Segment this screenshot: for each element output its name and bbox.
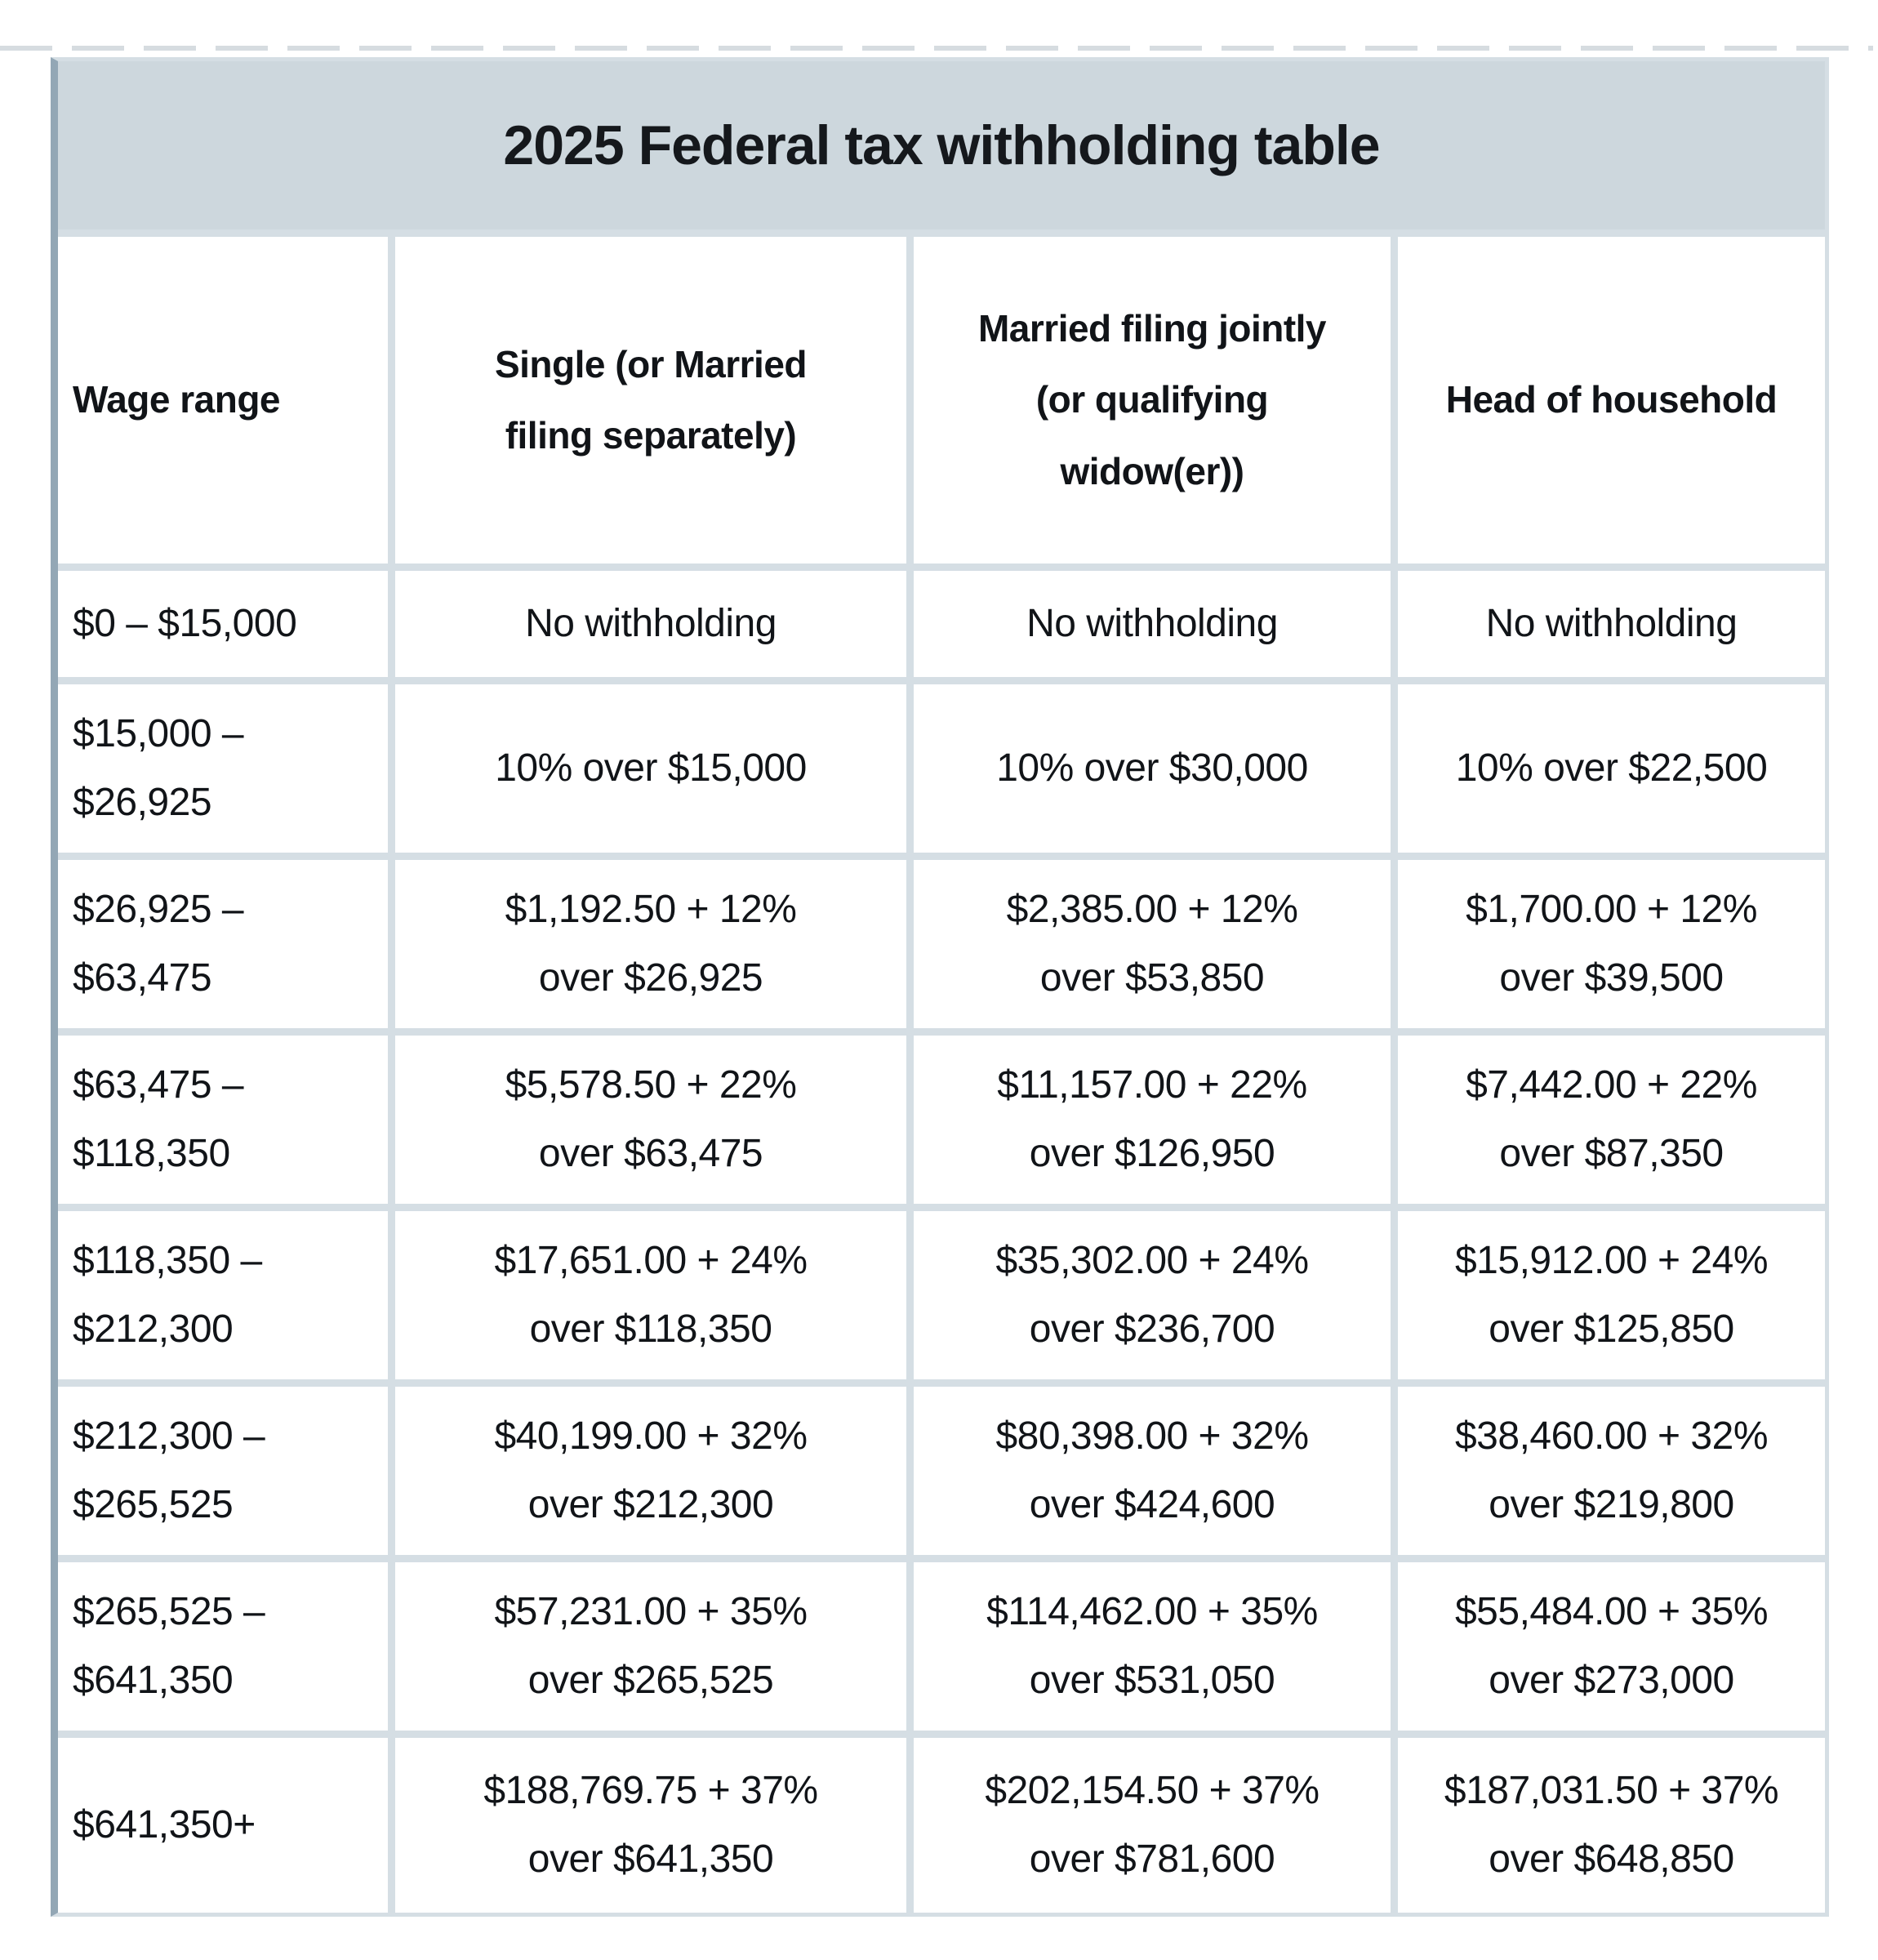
married-jointly-withholding-cell: $2,385.00 + 12% over $53,850 bbox=[914, 860, 1391, 1028]
tax-withholding-table: 2025 Federal tax withholding table Wage … bbox=[51, 57, 1829, 1917]
wage-range-cell: $265,525 – $641,350 bbox=[58, 1562, 388, 1731]
single-withholding-cell: $40,199.00 + 32% over $212,300 bbox=[395, 1387, 906, 1555]
table-title: 2025 Federal tax withholding table bbox=[503, 114, 1380, 176]
married-jointly-withholding-cell: $35,302.00 + 24% over $236,700 bbox=[914, 1211, 1391, 1379]
single-withholding-cell: $188,769.75 + 37% over $641,350 bbox=[395, 1738, 906, 1913]
wage-range-cell: $118,350 – $212,300 bbox=[58, 1211, 388, 1379]
head-of-household-withholding-cell: $15,912.00 + 24% over $125,850 bbox=[1398, 1211, 1825, 1379]
wage-range-cell: $641,350+ bbox=[58, 1738, 388, 1913]
wage-range-cell: $0 – $15,000 bbox=[58, 571, 388, 677]
table-title-band: 2025 Federal tax withholding table bbox=[58, 61, 1825, 229]
head-of-household-withholding-cell: No withholding bbox=[1398, 571, 1825, 677]
married-jointly-withholding-cell: $202,154.50 + 37% over $781,600 bbox=[914, 1738, 1391, 1913]
married-jointly-withholding-cell: 10% over $30,000 bbox=[914, 684, 1391, 853]
wage-range-cell: $63,475 – $118,350 bbox=[58, 1036, 388, 1204]
dashed-cut-line bbox=[0, 46, 1873, 51]
head-of-household-withholding-cell: 10% over $22,500 bbox=[1398, 684, 1825, 853]
wage-range-cell: $212,300 – $265,525 bbox=[58, 1387, 388, 1555]
head-of-household-withholding-cell: $1,700.00 + 12% over $39,500 bbox=[1398, 860, 1825, 1028]
married-jointly-withholding-cell: No withholding bbox=[914, 571, 1391, 677]
wage-range-cell: $15,000 – $26,925 bbox=[58, 684, 388, 853]
married-jointly-withholding-cell: $11,157.00 + 22% over $126,950 bbox=[914, 1036, 1391, 1204]
column-header-wage-range: Wage range bbox=[58, 237, 388, 564]
head-of-household-withholding-cell: $38,460.00 + 32% over $219,800 bbox=[1398, 1387, 1825, 1555]
column-header-married-jointly: Married filing jointly (or qualifying wi… bbox=[914, 237, 1391, 564]
head-of-household-withholding-cell: $55,484.00 + 35% over $273,000 bbox=[1398, 1562, 1825, 1731]
head-of-household-withholding-cell: $187,031.50 + 37% over $648,850 bbox=[1398, 1738, 1825, 1913]
wage-range-cell: $26,925 – $63,475 bbox=[58, 860, 388, 1028]
single-withholding-cell: $57,231.00 + 35% over $265,525 bbox=[395, 1562, 906, 1731]
single-withholding-cell: $1,192.50 + 12% over $26,925 bbox=[395, 860, 906, 1028]
column-header-head-of-household: Head of household bbox=[1398, 237, 1825, 564]
married-jointly-withholding-cell: $114,462.00 + 35% over $531,050 bbox=[914, 1562, 1391, 1731]
head-of-household-withholding-cell: $7,442.00 + 22% over $87,350 bbox=[1398, 1036, 1825, 1204]
single-withholding-cell: No withholding bbox=[395, 571, 906, 677]
single-withholding-cell: $5,578.50 + 22% over $63,475 bbox=[395, 1036, 906, 1204]
married-jointly-withholding-cell: $80,398.00 + 32% over $424,600 bbox=[914, 1387, 1391, 1555]
column-header-single: Single (or Married filing separately) bbox=[395, 237, 906, 564]
single-withholding-cell: 10% over $15,000 bbox=[395, 684, 906, 853]
single-withholding-cell: $17,651.00 + 24% over $118,350 bbox=[395, 1211, 906, 1379]
